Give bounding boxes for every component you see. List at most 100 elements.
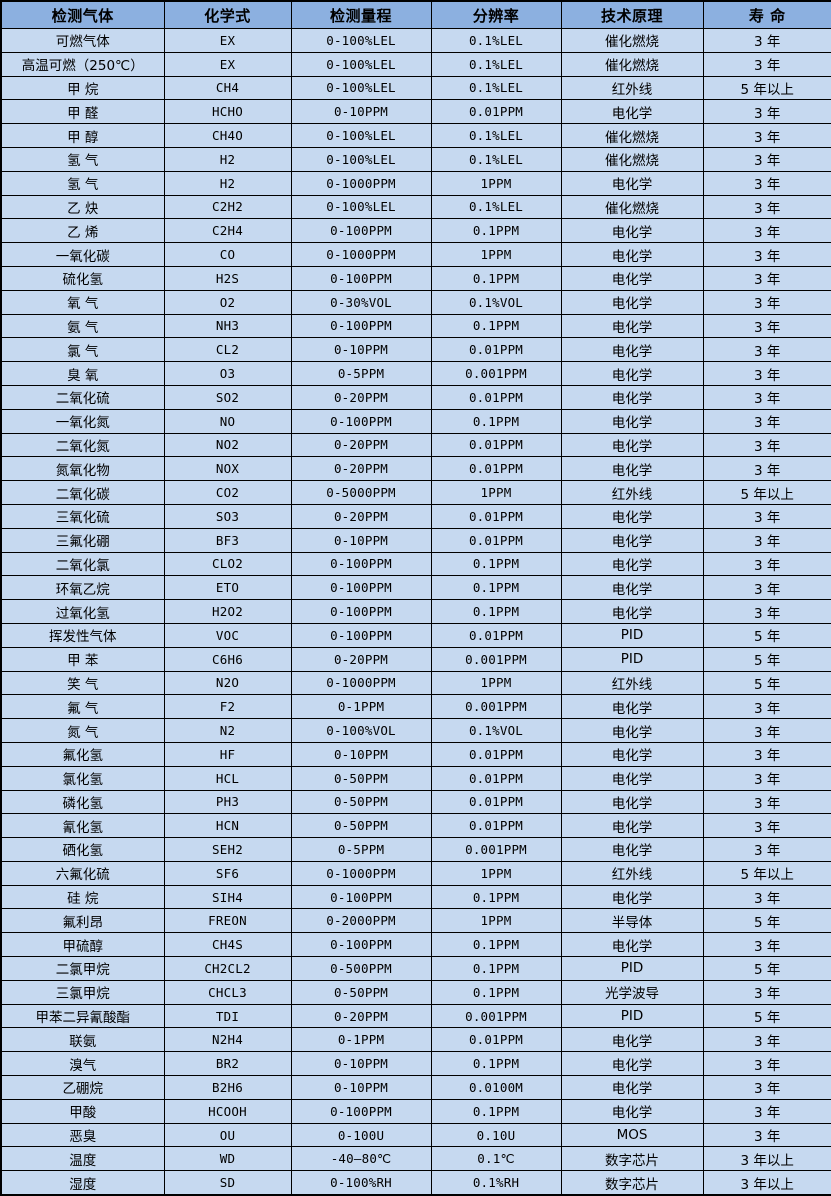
cell-life: 3 年: [702, 599, 831, 624]
cell-formula: C2H4: [163, 218, 292, 244]
cell-formula: H2S: [163, 265, 292, 291]
cell-formula: SEH2: [163, 837, 292, 862]
table-row: 挥发性气体 VOC 0-100PPM 0.01PPM PID 5 年: [0, 622, 831, 648]
cell-range: 0-100PPM: [290, 218, 432, 244]
cell-life: 3 年: [702, 741, 831, 767]
cell-gas: 三氟化硼: [0, 527, 165, 553]
cell-formula: CHCL3: [163, 979, 292, 1005]
cell-tech: PID: [560, 956, 704, 981]
cell-life: 3 年: [702, 1027, 831, 1053]
cell-formula: VOC: [163, 622, 292, 648]
cell-life: 3 年: [702, 837, 831, 862]
cell-gas: 二氧化氯: [0, 551, 165, 577]
cell-res: 0.01PPM: [430, 1027, 562, 1053]
cell-tech: 电化学: [560, 1027, 704, 1053]
table-row: 湿度 SD 0-100%RH 0.1%RH 数字芯片 3 年以上: [0, 1170, 831, 1196]
cell-res: 0.01PPM: [430, 99, 562, 125]
table-row: 二氯甲烷 CH2CL2 0-500PPM 0.1PPM PID 5 年: [0, 956, 831, 981]
cell-range: 0-1000PPM: [290, 242, 432, 267]
cell-tech: 电化学: [560, 837, 704, 862]
table-row: 氮 气 N2 0-100%VOL 0.1%VOL 电化学 3 年: [0, 718, 831, 743]
cell-range: 0-100%RH: [290, 1170, 432, 1196]
cell-formula: NO: [163, 408, 292, 434]
table-row: 溴气 BR2 0-10PPM 0.1PPM 电化学 3 年: [0, 1051, 831, 1077]
table-row: 磷化氢 PH3 0-50PPM 0.01PPM 电化学 3 年: [0, 789, 831, 815]
cell-life: 3 年: [702, 789, 831, 815]
table-row: 氯化氢 HCL 0-50PPM 0.01PPM 电化学 3 年: [0, 765, 831, 791]
column-header-range[interactable]: 检测量程: [290, 0, 432, 29]
cell-range: 0-5PPM: [290, 837, 432, 862]
table-row: 二氧化氯 CLO2 0-100PPM 0.1PPM 电化学 3 年: [0, 551, 831, 577]
cell-life: 3 年: [702, 242, 831, 267]
cell-formula: O3: [163, 361, 292, 386]
cell-gas: 二氧化氮: [0, 432, 165, 458]
cell-life: 3 年: [702, 932, 831, 958]
cell-formula: HCN: [163, 813, 292, 839]
table-row: 三氧化硫 SO3 0-20PPM 0.01PPM 电化学 3 年: [0, 503, 831, 529]
cell-tech: 电化学: [560, 313, 704, 339]
column-header-life[interactable]: 寿 命: [702, 0, 831, 29]
cell-life: 3 年: [702, 194, 831, 220]
cell-tech: 红外线: [560, 670, 704, 696]
cell-tech: 电化学: [560, 694, 704, 720]
cell-gas: 乙 烯: [0, 218, 165, 244]
cell-formula: SO3: [163, 503, 292, 529]
cell-tech: PID: [560, 646, 704, 672]
cell-tech: 催化燃烧: [560, 51, 704, 77]
cell-gas: 氢 气: [0, 170, 165, 196]
table-row: 硫化氢 H2S 0-100PPM 0.1PPM 电化学 3 年: [0, 265, 831, 291]
cell-range: 0-100PPM: [290, 265, 432, 291]
table-row: 乙 炔 C2H2 0-100%LEL 0.1%LEL 催化燃烧 3 年: [0, 194, 831, 220]
column-header-res[interactable]: 分辨率: [430, 0, 562, 29]
cell-formula: WD: [163, 1146, 292, 1172]
cell-formula: CH2CL2: [163, 956, 292, 981]
table-row: 笑 气 N2O 0-1000PPM 1PPM 红外线 5 年: [0, 670, 831, 696]
column-header-tech[interactable]: 技术原理: [560, 0, 704, 29]
cell-tech: 电化学: [560, 932, 704, 958]
table-row: 联氨 N2H4 0-1PPM 0.01PPM 电化学 3 年: [0, 1027, 831, 1053]
cell-range: 0-100%LEL: [290, 28, 432, 53]
cell-life: 3 年: [702, 28, 831, 53]
table-row: 甲硫醇 CH4S 0-100PPM 0.1PPM 电化学 3 年: [0, 932, 831, 958]
cell-tech: 电化学: [560, 170, 704, 196]
cell-range: 0-20PPM: [290, 646, 432, 672]
cell-range: 0-1000PPM: [290, 170, 432, 196]
cell-formula: NO2: [163, 432, 292, 458]
table-row: 硅 烷 SIH4 0-100PPM 0.1PPM 电化学 3 年: [0, 884, 831, 910]
table-row: 恶臭 OU 0-100U 0.10U MOS 3 年: [0, 1122, 831, 1148]
cell-res: 0.1%LEL: [430, 75, 562, 101]
table-row: 三氯甲烷 CHCL3 0-50PPM 0.1PPM 光学波导 3 年: [0, 979, 831, 1005]
column-header-gas[interactable]: 检测气体: [0, 0, 165, 29]
cell-life: 3 年: [702, 1122, 831, 1148]
cell-gas: 乙 炔: [0, 194, 165, 220]
cell-life: 3 年: [702, 408, 831, 434]
cell-formula: C2H2: [163, 194, 292, 220]
cell-range: 0-20PPM: [290, 456, 432, 482]
table-row: 氢 气 H2 0-1000PPM 1PPM 电化学 3 年: [0, 170, 831, 196]
table-row: 氟化氢 HF 0-10PPM 0.01PPM 电化学 3 年: [0, 741, 831, 767]
table-row: 乙硼烷 B2H6 0-10PPM 0.0100M 电化学 3 年: [0, 1075, 831, 1100]
cell-res: 0.10U: [430, 1122, 562, 1148]
column-header-formula[interactable]: 化学式: [163, 0, 292, 29]
cell-res: 0.001PPM: [430, 837, 562, 862]
cell-formula: SF6: [163, 860, 292, 886]
cell-formula: PH3: [163, 789, 292, 815]
cell-gas: 可燃气体: [0, 28, 165, 53]
cell-gas: 甲苯二异氰酸酯: [0, 1003, 165, 1029]
cell-formula: N2H4: [163, 1027, 292, 1053]
cell-life: 3 年: [702, 694, 831, 720]
table-row: 环氧乙烷 ETO 0-100PPM 0.1PPM 电化学 3 年: [0, 575, 831, 601]
cell-life: 3 年: [702, 218, 831, 244]
cell-range: 0-100U: [290, 1122, 432, 1148]
cell-res: 1PPM: [430, 670, 562, 696]
cell-formula: CH4S: [163, 932, 292, 958]
cell-range: 0-1000PPM: [290, 670, 432, 696]
cell-life: 3 年: [702, 51, 831, 77]
table-row: 甲苯二异氰酸酯 TDI 0-20PPM 0.001PPM PID 5 年: [0, 1003, 831, 1029]
cell-tech: 电化学: [560, 884, 704, 910]
cell-res: 0.01PPM: [430, 456, 562, 482]
cell-range: 0-100%VOL: [290, 718, 432, 743]
table-row: 氢 气 H2 0-100%LEL 0.1%LEL 催化燃烧 3 年: [0, 146, 831, 172]
